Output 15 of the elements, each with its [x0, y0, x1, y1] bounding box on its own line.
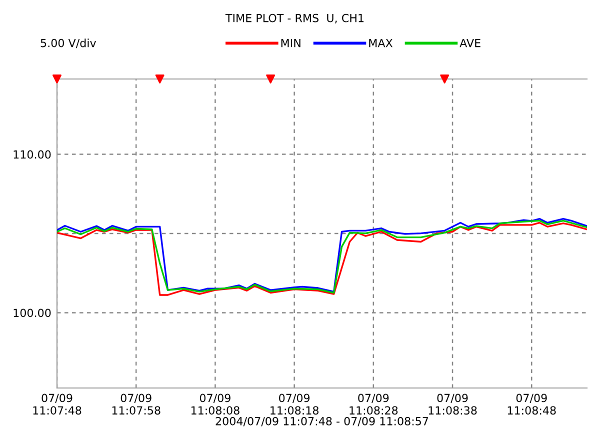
x-tick-label: 07/09 11:08:08	[191, 394, 240, 415]
legend-label: MIN	[281, 38, 300, 48]
y-tick-label: 110.00	[14, 150, 51, 159]
x-tick-label: 07/09 11:08:48	[508, 394, 556, 415]
text: 5.00 V/div	[40, 38, 96, 48]
x-axis-title: 2004/07/09 11:07:48 - 07/09 11:08:57	[216, 416, 428, 426]
x-tick-label: 07/09 11:08:38	[428, 394, 477, 415]
legend-label: MAX	[369, 38, 393, 48]
x-tick-label: 07/09 11:07:48	[33, 394, 82, 415]
chart-title: TIME PLOT - RMS U, CH1	[225, 14, 364, 24]
x-tick-label: 07/09 11:08:28	[350, 394, 398, 415]
x-tick-label: 07/09 11:08:18	[270, 394, 319, 415]
y-tick-label: 100.00	[14, 308, 51, 318]
legend-label: AVE	[460, 38, 480, 48]
x-tick-label: 07/09 11:07:58	[112, 394, 160, 415]
